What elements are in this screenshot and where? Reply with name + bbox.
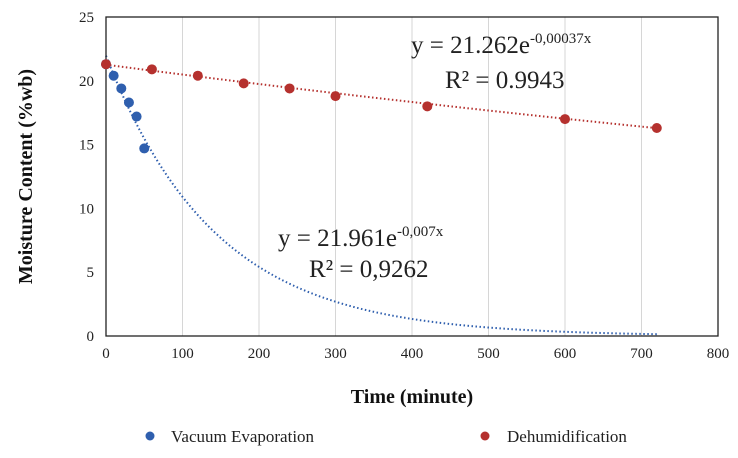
data-point [192,70,203,81]
vacuum-evaporation-equation: y = 21.961e-0,007x [278,224,444,252]
data-point [131,111,142,122]
x-tick-label: 300 [324,346,347,362]
y-tick-label: 5 [87,265,95,281]
x-tick-label: 700 [630,346,653,362]
data-point [330,91,341,102]
x-tick-label: 800 [707,346,730,362]
x-axis-label: Time (minute) [351,386,473,408]
y-axis-ticks: 0 5 10 15 20 25 [79,10,94,345]
data-point [651,123,662,134]
data-point [123,97,134,108]
data-point [139,143,150,154]
y-tick-label: 20 [79,74,94,90]
trendlines [105,55,657,336]
trendline-1 [105,63,657,130]
grid-lines [182,17,642,336]
trendline-0 [105,55,657,336]
plot-area-frame [105,16,719,337]
y-axis-label: Moisture Content (%wb) [15,69,37,284]
vacuum-evaporation-equation-exponent: -0,007x [397,224,444,240]
dehumidification-equation-exponent: -0,00037x [530,31,592,47]
data-point [422,101,433,112]
y-tick-label: 10 [79,201,94,217]
data-point [101,59,111,70]
legend-label-dehumidification: Dehumidification [507,427,627,446]
x-tick-label: 200 [248,346,271,362]
dehumidification-r2: R² = 0.9943 [445,67,565,94]
x-axis-ticks: 0 100 200 300 400 500 600 700 800 [102,346,729,362]
x-tick-label: 400 [401,346,424,362]
data-point [108,70,119,81]
x-tick-label: 100 [171,346,194,362]
dehumidification-equation: y = 21.262e-0,00037x [411,31,592,59]
y-tick-label: 0 [87,329,95,345]
data-point [238,78,249,89]
x-tick-label: 500 [477,346,500,362]
data-point [116,83,127,94]
vacuum-evaporation-equation-base: y = 21.961e [278,225,397,252]
legend: Vacuum Evaporation Dehumidification [145,427,627,446]
legend-marker-vacuum-evaporation [145,431,155,441]
data-points [101,59,662,154]
y-tick-label: 15 [79,138,94,154]
data-point [284,83,295,94]
legend-marker-dehumidification [480,431,490,441]
y-tick-label: 25 [79,10,94,26]
legend-label-vacuum-evaporation: Vacuum Evaporation [171,427,315,446]
data-point [146,64,157,75]
x-tick-label: 0 [102,346,110,362]
dehumidification-equation-base: y = 21.262e [411,32,530,59]
data-point [560,114,570,125]
vacuum-evaporation-r2: R² = 0,9262 [309,256,429,283]
x-tick-label: 600 [554,346,577,362]
